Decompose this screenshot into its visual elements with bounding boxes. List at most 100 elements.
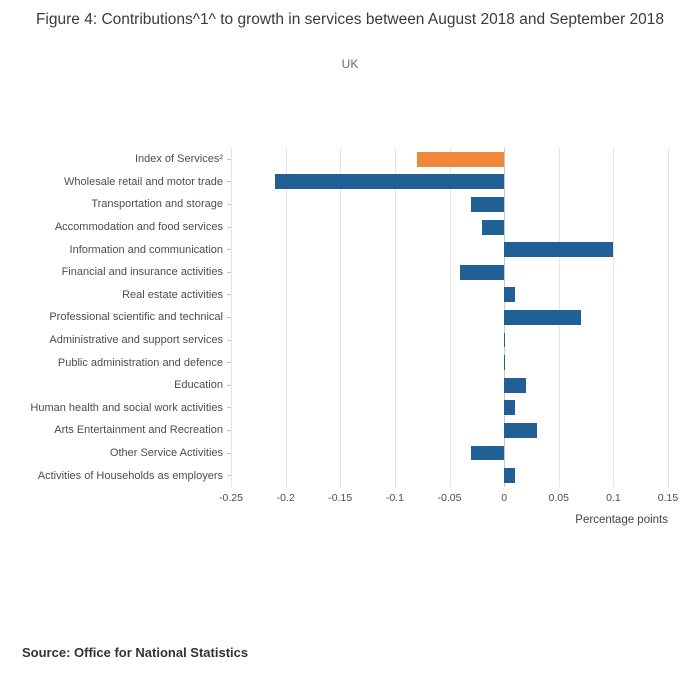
gridline xyxy=(285,148,287,487)
bar xyxy=(504,377,526,393)
category-label: Administrative and support services xyxy=(0,329,231,352)
x-tick-label: -0.1 xyxy=(385,492,404,504)
category-label: Arts Entertainment and Recreation xyxy=(0,419,231,442)
bar xyxy=(471,445,505,461)
category-label-text: Financial and insurance activities xyxy=(61,266,223,279)
y-tick xyxy=(227,362,231,364)
category-label-text: Professional scientific and technical xyxy=(49,311,223,324)
bar-row xyxy=(231,148,668,171)
category-label: Activities of Households as employers xyxy=(0,464,231,487)
category-label: Accommodation and food services xyxy=(0,216,231,239)
category-label: Other Service Activities xyxy=(0,442,231,465)
bar-row xyxy=(231,238,668,261)
y-tick xyxy=(227,249,231,251)
bar xyxy=(482,219,505,235)
category-label: Transportation and storage xyxy=(0,193,231,216)
category-label-text: Education xyxy=(174,379,223,392)
gridline xyxy=(449,148,451,487)
y-tick xyxy=(227,271,231,273)
category-label: Human health and social work activities xyxy=(0,397,231,420)
x-tick-label: -0.05 xyxy=(437,492,462,504)
x-tick-label: 0.15 xyxy=(657,492,679,504)
bar xyxy=(274,174,505,190)
bar-row xyxy=(231,306,668,329)
bar-rows xyxy=(231,148,668,487)
bar-row xyxy=(231,193,668,216)
category-label: Education xyxy=(0,374,231,397)
gridline xyxy=(340,148,342,487)
y-tick xyxy=(227,429,231,431)
bar xyxy=(471,197,505,212)
gridline xyxy=(394,148,396,487)
bar-row xyxy=(231,374,668,397)
bar-row xyxy=(231,261,668,284)
category-label-text: Index of Services² xyxy=(134,153,223,166)
category-label-text: Administrative and support services xyxy=(49,334,223,347)
gridline xyxy=(613,148,615,487)
bar-row xyxy=(231,419,668,442)
x-tick-label: -0.2 xyxy=(276,492,295,504)
category-label-text: Human health and social work activities xyxy=(30,401,223,414)
x-axis-title: Percentage points xyxy=(575,514,668,526)
y-tick xyxy=(227,452,231,454)
y-tick xyxy=(227,475,231,477)
y-tick xyxy=(227,181,231,183)
category-label-text: Accommodation and food services xyxy=(54,221,223,234)
chart-title: Figure 4: Contributions^1^ to growth in … xyxy=(35,11,665,28)
bar xyxy=(504,422,537,438)
category-label-text: Other Service Activities xyxy=(109,447,223,460)
bar-row xyxy=(231,397,668,420)
category-label: Public administration and defence xyxy=(0,351,231,374)
y-tick xyxy=(227,407,231,409)
category-label-text: Transportation and storage xyxy=(91,198,223,211)
x-tick-label: 0 xyxy=(501,492,508,504)
bar xyxy=(504,355,506,371)
y-tick xyxy=(227,294,231,296)
bar xyxy=(504,400,516,416)
bar-row xyxy=(231,329,668,352)
y-tick xyxy=(227,203,231,205)
plot-area xyxy=(231,148,669,487)
category-label: Real estate activities xyxy=(0,284,231,307)
y-axis-labels: Index of Services² Wholesale retail and m… xyxy=(0,148,231,487)
category-label-text: Wholesale retail and motor trade xyxy=(64,175,223,188)
category-label-text: Real estate activities xyxy=(122,288,223,301)
x-tick-label: -0.25 xyxy=(219,492,243,504)
y-tick xyxy=(227,339,231,341)
bar-row xyxy=(231,216,668,239)
gridline xyxy=(668,148,669,487)
x-tick-label: 0.05 xyxy=(548,492,569,504)
y-tick xyxy=(227,384,231,386)
x-tick-label: -0.15 xyxy=(328,492,353,504)
source-text: Source: Office for National Statistics xyxy=(22,645,249,660)
bar-row xyxy=(231,442,668,465)
category-label: Wholesale retail and motor trade xyxy=(0,171,231,194)
bar-row xyxy=(231,171,668,194)
bar xyxy=(504,468,516,484)
y-tick xyxy=(227,158,231,160)
category-label-text: Arts Entertainment and Recreation xyxy=(54,424,223,437)
bar xyxy=(504,309,581,325)
x-axis-ticks: -0.25 -0.2 -0.15 -0.1 -0.05 0 0.05 0.1 0.15 xyxy=(219,492,678,506)
y-tick xyxy=(227,316,231,318)
category-label: Index of Services² xyxy=(0,148,231,171)
y-tick xyxy=(227,226,231,228)
chart-subtitle: UK xyxy=(341,57,359,71)
bar xyxy=(504,287,516,303)
gridline xyxy=(231,148,232,487)
bar xyxy=(504,332,506,348)
bar-row xyxy=(231,284,668,307)
bar-row xyxy=(231,464,668,487)
x-tick-label: 0.1 xyxy=(606,492,621,504)
category-label-text: Information and communication xyxy=(69,243,223,256)
category-label: Professional scientific and technical xyxy=(0,306,231,329)
category-label-text: Public administration and defence xyxy=(57,356,223,369)
bar-row xyxy=(231,351,668,374)
category-label-text: Activities of Households as employers xyxy=(37,469,223,482)
bar xyxy=(504,242,614,258)
category-label: Financial and insurance activities xyxy=(0,261,231,284)
bar xyxy=(416,151,505,167)
bar xyxy=(460,264,505,280)
category-label: Information and communication xyxy=(0,238,231,261)
